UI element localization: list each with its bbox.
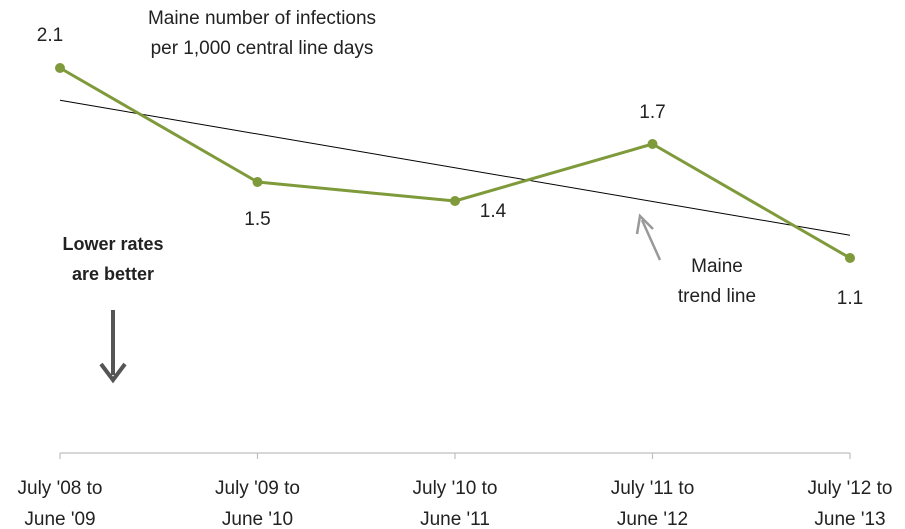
data-point (252, 177, 263, 187)
data-label: 1.1 (837, 288, 863, 309)
x-axis: July '08 to June '09 July '09 to June '10 Ju… (18, 452, 893, 529)
trend-line (59, 99, 851, 236)
series-group (55, 63, 855, 263)
x-tick-label: July '11 to (611, 478, 695, 499)
data-label: 1.7 (639, 102, 665, 123)
trend-line-label: Maine (691, 256, 743, 277)
data-point (55, 63, 65, 73)
trend-pointer-head (635, 213, 654, 235)
chart-title-line: Maine number of infections (148, 8, 376, 29)
x-tick-label: June '10 (222, 509, 293, 529)
down-arrow-head (99, 362, 127, 384)
data-labels: 2.1 1.5 1.4 1.7 1.1 (37, 25, 863, 309)
trend-line-group (59, 99, 851, 236)
data-point (647, 139, 658, 149)
data-label: 1.5 (244, 209, 270, 230)
x-tick-label: July '08 to (18, 478, 103, 499)
data-label: 1.4 (480, 201, 507, 222)
series-line (59, 66, 851, 260)
x-tick-label: June '12 (617, 509, 688, 529)
lower-rates-note: Lower rates (62, 234, 163, 254)
chart-title-line: per 1,000 central line days (151, 38, 374, 59)
data-point (450, 196, 460, 206)
x-tick-label: June '09 (24, 509, 95, 529)
x-tick-label: July '10 to (413, 478, 498, 499)
chart-title: Maine number of infections per 1,000 cent… (148, 8, 376, 59)
data-point (845, 253, 855, 263)
trend-line-label: trend line (678, 286, 756, 307)
x-tick-label: July '09 to (215, 478, 300, 499)
trend-pointer-shaft (640, 219, 662, 261)
data-label: 2.1 (37, 25, 63, 46)
x-tick-label: June '11 (420, 509, 490, 529)
annotations: Lower rates are better Maine trend line (62, 213, 756, 384)
lower-rates-note: are better (72, 264, 154, 284)
x-tick-label: July '12 to (808, 478, 893, 499)
x-tick-label: June '13 (814, 509, 885, 529)
